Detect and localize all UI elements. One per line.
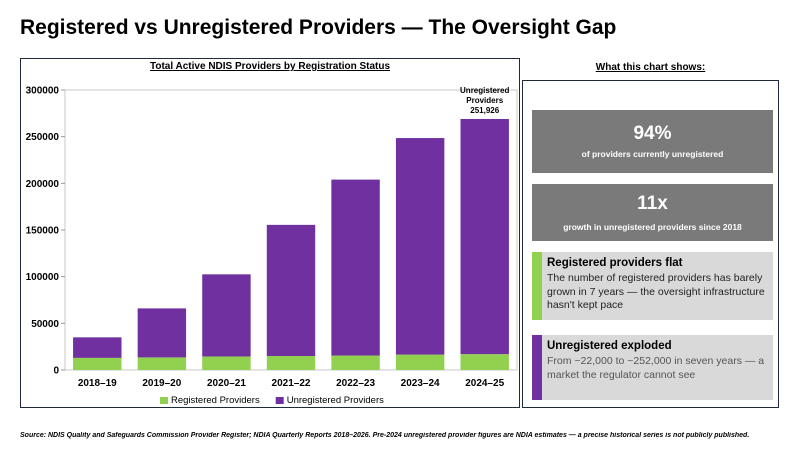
x-tick-label: 2023–24	[401, 378, 440, 389]
note-accent-bar	[532, 335, 542, 400]
bar-segment-registered	[73, 357, 122, 370]
stat-label: growth in unregistered providers since 2…	[563, 222, 742, 232]
legend-label: Registered Providers	[171, 395, 260, 406]
stat-card-growth: 11x growth in unregistered providers sin…	[532, 184, 773, 241]
y-tick-label: 200000	[26, 179, 60, 190]
bar-annotation: 251,926	[470, 106, 499, 115]
stat-label: of providers currently unregistered	[581, 149, 724, 159]
legend-label: Unregistered Providers	[287, 395, 384, 406]
y-tick-label: 250000	[26, 132, 60, 143]
stat-card-unregistered-share: 94% of providers currently unregistered	[532, 110, 773, 173]
bar-segment-unregistered	[137, 308, 187, 358]
bar-segment-unregistered	[395, 138, 445, 355]
bar-segment-registered	[266, 356, 316, 370]
bar-segment-unregistered	[266, 224, 316, 356]
bar-segment-unregistered	[202, 274, 251, 357]
sidebar-panel: 94% of providers currently unregistered …	[522, 80, 779, 408]
page-title: Registered vs Unregistered Providers — T…	[20, 16, 617, 39]
legend-swatch	[275, 397, 284, 404]
note-body: The number of registered providers has b…	[547, 272, 765, 311]
legend-swatch	[160, 397, 168, 404]
note-body: From ~22,000 to ~252,000 in seven years …	[547, 355, 765, 381]
bar-chart: 0 50000 100000 150000 200000 250000 300000 2018…	[26, 86, 518, 406]
x-tick-label: 2022–23	[336, 378, 375, 389]
note-unregistered-exploded: Unregistered exploded From ~22,000 to ~2…	[532, 335, 773, 400]
source-note: Source: NDIS Quality and Safeguards Comm…	[20, 432, 750, 439]
stat-value: 11x	[637, 193, 668, 214]
bar-segment-registered	[202, 356, 251, 370]
note-title: Registered providers flat	[547, 257, 683, 269]
y-tick-label: 300000	[26, 86, 60, 97]
bar-annotation: Providers	[466, 96, 503, 105]
bar-segment-unregistered	[460, 119, 509, 355]
y-tick-label: 100000	[26, 272, 60, 283]
bar-annotation: Unregistered	[460, 86, 509, 95]
chart-title: Total Active NDIS Providers by Registrat…	[149, 61, 391, 72]
bar-segment-registered	[137, 357, 187, 370]
y-tick-label: 150000	[26, 226, 60, 237]
x-tick-label: 2018–19	[78, 378, 117, 389]
y-tick-label: 0	[53, 366, 59, 377]
x-tick-label: 2019–20	[142, 378, 181, 389]
note-title: Unregistered exploded	[547, 340, 672, 352]
note-registered-flat: Registered providers flat The number of …	[532, 252, 773, 320]
bar-segment-registered	[395, 354, 445, 370]
sidebar-heading: What this chart shows:	[595, 62, 706, 73]
x-tick-label: 2024–25	[465, 378, 504, 389]
bar-segment-registered	[331, 355, 380, 370]
bar-segment-unregistered	[73, 337, 122, 358]
x-tick-label: 2021–22	[272, 378, 311, 389]
stat-value: 94%	[633, 123, 672, 144]
note-accent-bar	[532, 252, 542, 320]
bar-segment-unregistered	[331, 179, 380, 356]
chart-panel: Total Active NDIS Providers by Registrat…	[20, 58, 520, 408]
x-tick-label: 2020–21	[207, 378, 246, 389]
y-tick-label: 50000	[31, 319, 59, 330]
bar-segment-registered	[460, 354, 509, 370]
